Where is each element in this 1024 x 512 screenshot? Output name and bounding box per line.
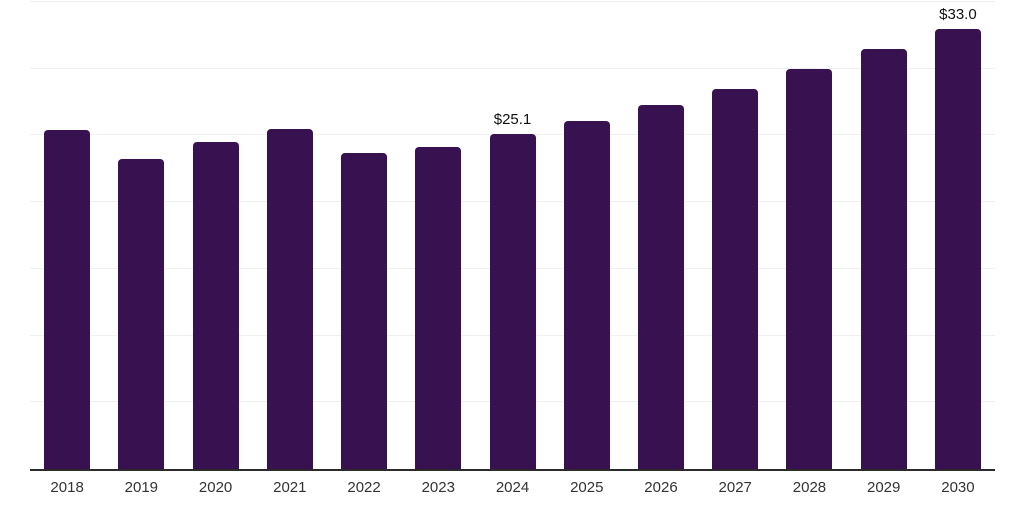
x-tick-label-2018: 2018 bbox=[50, 479, 84, 496]
x-tick-label-2029: 2029 bbox=[867, 479, 901, 496]
bar-group-2024: $25.1 bbox=[475, 2, 549, 469]
bar-group-2026 bbox=[624, 2, 698, 469]
bar-2027[interactable] bbox=[712, 88, 759, 469]
x-tick-label-2026: 2026 bbox=[644, 479, 678, 496]
bar-group-2025 bbox=[550, 2, 624, 469]
bar-group-2018 bbox=[30, 2, 104, 469]
bar-group-2020 bbox=[178, 2, 252, 469]
bar-2028[interactable] bbox=[786, 68, 833, 469]
bar-group-2021 bbox=[253, 2, 327, 469]
gridline-30 bbox=[30, 67, 995, 69]
bar-2029[interactable] bbox=[860, 48, 907, 469]
gridline-35 bbox=[30, 1, 995, 2]
x-tick-label-2025: 2025 bbox=[570, 479, 604, 496]
bar-2030[interactable] bbox=[934, 28, 981, 469]
bar-2021[interactable] bbox=[266, 128, 313, 469]
x-tick-label-2023: 2023 bbox=[421, 479, 455, 496]
bar-2019[interactable] bbox=[118, 159, 165, 469]
bar-2026[interactable] bbox=[637, 104, 684, 469]
x-tick-label-2021: 2021 bbox=[273, 479, 307, 496]
bar-group-2027 bbox=[698, 2, 772, 469]
plot-area: $25.1 $33.0 bbox=[30, 1, 995, 471]
x-tick-label-2027: 2027 bbox=[718, 479, 752, 496]
x-axis-labels: 2018 2019 2020 2021 2022 2023 2024 2025 2026 2027… bbox=[30, 479, 995, 496]
bar-group-2022 bbox=[327, 2, 401, 469]
bar-2025[interactable] bbox=[563, 120, 610, 469]
x-tick-label-2030: 2030 bbox=[941, 479, 975, 496]
x-tick-label-2022: 2022 bbox=[347, 479, 381, 496]
bar-group-2030: $33.0 bbox=[921, 2, 995, 469]
x-tick-label-2024: 2024 bbox=[495, 479, 530, 496]
x-tick-label-2020: 2020 bbox=[198, 479, 233, 496]
bar-group-2023 bbox=[401, 2, 475, 469]
bar-2022[interactable] bbox=[341, 152, 388, 469]
bar-value-label-2024: $25.1 bbox=[493, 111, 532, 129]
bar-group-2019 bbox=[104, 2, 178, 469]
x-tick-label-2019: 2019 bbox=[124, 479, 159, 496]
x-axis-line bbox=[30, 469, 995, 471]
bar-2018[interactable] bbox=[44, 130, 91, 469]
bar-value-label-2030: $33.0 bbox=[939, 5, 977, 23]
bar-group-2028 bbox=[772, 2, 846, 469]
bar-group-2029 bbox=[847, 2, 921, 469]
bar-2023[interactable] bbox=[415, 147, 462, 469]
bar-2024[interactable] bbox=[489, 134, 536, 469]
bars-row: $25.1 $33.0 bbox=[30, 2, 995, 469]
x-tick-label-2028: 2028 bbox=[792, 479, 827, 496]
bar-2020[interactable] bbox=[192, 142, 239, 469]
